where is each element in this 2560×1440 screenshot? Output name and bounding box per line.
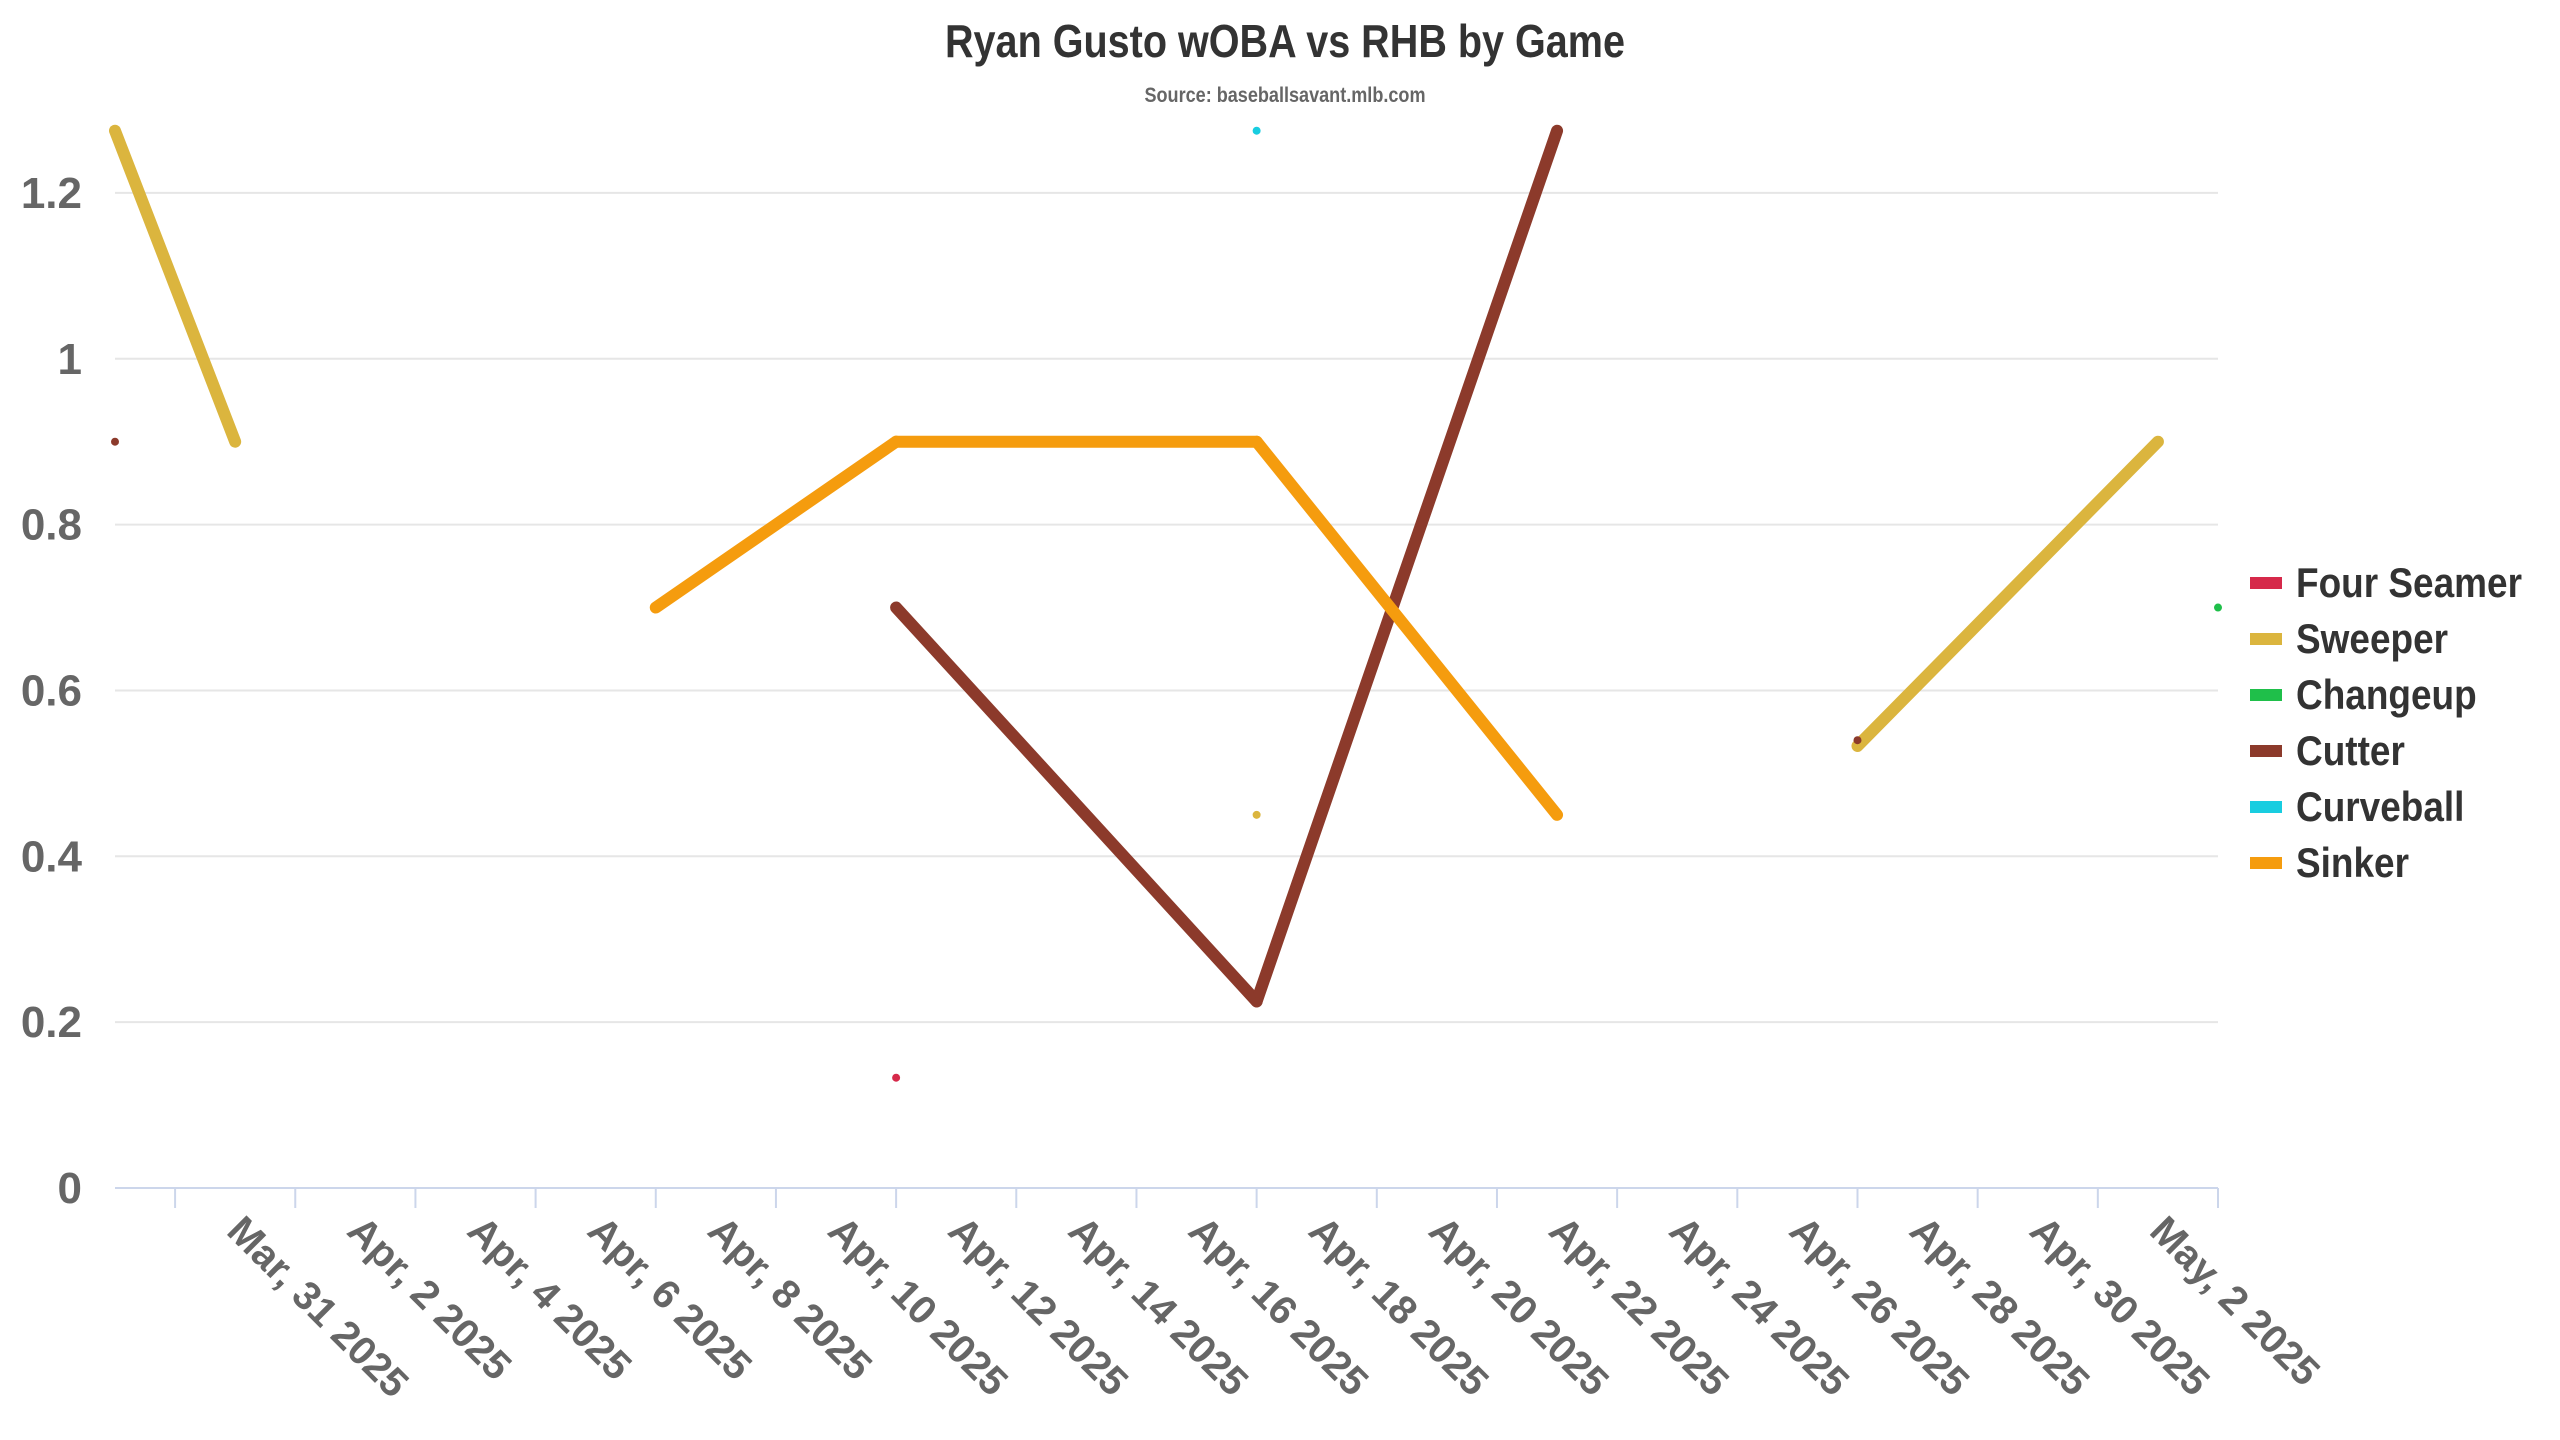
- data-point: [1853, 736, 1862, 745]
- data-point: [1252, 997, 1261, 1006]
- y-tick-label: 0.6: [21, 666, 82, 715]
- data-point: [2214, 603, 2222, 612]
- data-point: [1252, 126, 1261, 135]
- legend-swatch: [2250, 801, 2282, 813]
- chart-title: Ryan Gusto wOBA vs RHB by Game: [944, 15, 1625, 67]
- data-point: [892, 603, 901, 612]
- y-axis-ticks: 0 0.2 0.4 0.6 0.8 1 1.2: [21, 169, 83, 1213]
- legend-swatch: [2250, 857, 2282, 869]
- legend-swatch: [2250, 633, 2282, 645]
- y-tick-label: 0.4: [21, 832, 83, 881]
- legend-item[interactable]: Sweeper: [2250, 611, 2553, 667]
- legend-item[interactable]: Changeup: [2250, 667, 2553, 723]
- series-line-segment: [890, 601, 1263, 1008]
- data-point: [1553, 810, 1562, 819]
- data-point: [1553, 126, 1562, 135]
- data-point: [1853, 742, 1862, 751]
- y-tick-label: 0.8: [21, 501, 82, 550]
- data-point: [111, 437, 119, 446]
- y-tick-label: 0: [58, 1164, 82, 1213]
- legend-item[interactable]: Sinker: [2250, 835, 2553, 891]
- series-changeup: [2214, 603, 2222, 612]
- series-cutter: [111, 124, 1862, 1008]
- legend: Four Seamer Sweeper Changeup Cutter Curvebal…: [2250, 555, 2553, 891]
- data-point: [231, 437, 240, 446]
- data-point: [892, 1073, 901, 1082]
- chart-subtitle: Source: baseballsavant.mlb.com: [1144, 84, 1426, 107]
- series-sweeper: [109, 124, 2164, 819]
- y-tick-label: 0.2: [21, 998, 82, 1047]
- series-line-segment: [1250, 435, 1564, 821]
- legend-item[interactable]: Cutter: [2250, 723, 2553, 779]
- series-layer: [109, 124, 2222, 1082]
- data-point: [892, 437, 901, 446]
- series-line-segment: [1851, 435, 2164, 753]
- data-point: [2153, 437, 2162, 446]
- data-point: [651, 603, 660, 612]
- series-sinker: [649, 435, 1564, 821]
- y-tick-label: 1: [58, 335, 82, 384]
- y-tick-label: 1.2: [21, 169, 82, 218]
- legend-label: Sinker: [2296, 839, 2409, 886]
- series-line-segment: [109, 124, 242, 448]
- legend-label: Four Seamer: [2296, 559, 2522, 606]
- series-curveball: [1252, 126, 1261, 135]
- series-line-segment: [1250, 124, 1564, 1008]
- legend-label: Sweeper: [2296, 615, 2449, 662]
- legend-label: Cutter: [2296, 727, 2405, 774]
- data-point: [111, 126, 119, 135]
- series-four-seamer: [892, 1073, 901, 1082]
- data-point: [1252, 810, 1261, 819]
- legend-label: Curveball: [2296, 783, 2465, 830]
- legend-label: Changeup: [2296, 671, 2477, 718]
- series-line-segment: [649, 435, 903, 614]
- gridlines: [115, 191, 2218, 1024]
- legend-item[interactable]: Four Seamer: [2250, 555, 2553, 611]
- legend-item[interactable]: Curveball: [2250, 779, 2553, 835]
- legend-swatch: [2250, 577, 2282, 589]
- data-point: [1252, 437, 1261, 446]
- legend-swatch: [2250, 745, 2282, 757]
- legend-swatch: [2250, 689, 2282, 701]
